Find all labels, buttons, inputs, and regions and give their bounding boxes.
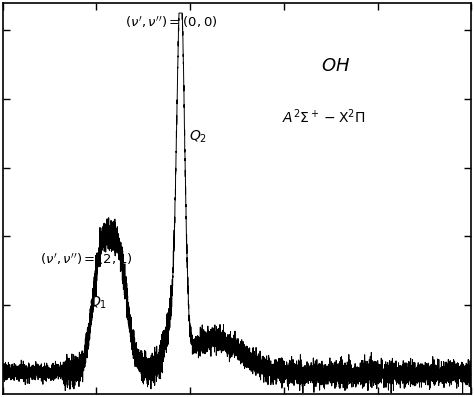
- Text: $Q_1$: $Q_1$: [90, 295, 108, 311]
- Text: $(\nu', \nu'')=(0,0)$: $(\nu', \nu'')=(0,0)$: [125, 14, 217, 30]
- Text: $A^2\Sigma^+ - \mathrm{X}^2\Pi$: $A^2\Sigma^+ - \mathrm{X}^2\Pi$: [282, 107, 365, 126]
- Text: $OH$: $OH$: [321, 58, 351, 75]
- Text: $Q_2$: $Q_2$: [189, 128, 207, 145]
- Text: $(\nu', \nu'')=(2,1)$: $(\nu', \nu'')=(2,1)$: [40, 251, 133, 267]
